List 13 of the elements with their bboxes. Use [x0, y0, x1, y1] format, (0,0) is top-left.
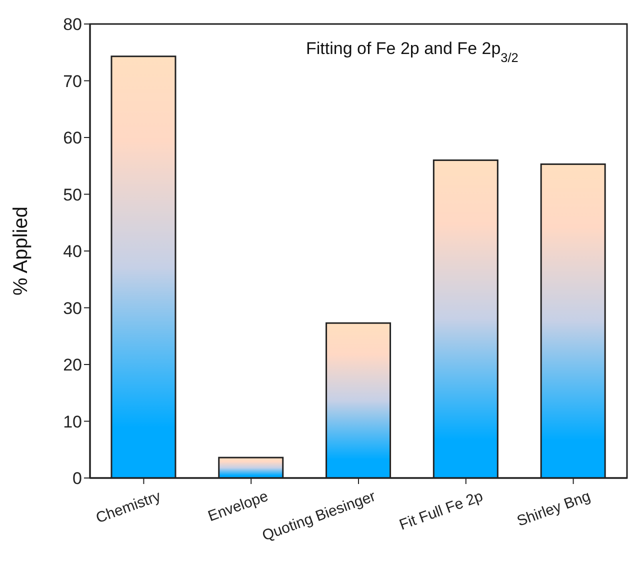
x-tick-label: Shirley Bng — [514, 488, 593, 530]
y-tick-label: 30 — [63, 298, 82, 318]
y-axis-title: % Applied — [10, 206, 32, 296]
y-tick-label: 80 — [63, 15, 82, 34]
y-tick-label: 70 — [63, 72, 82, 91]
x-tick-label: Fit Full Fe 2p — [397, 488, 486, 534]
y-tick-label: 40 — [63, 242, 82, 262]
y-tick-label: 20 — [63, 356, 82, 375]
y-tick-label: 60 — [63, 128, 82, 148]
text: Fitting of Fe 2p and Fe 2p$_{3/2}$ — [306, 39, 518, 64]
y-tick-label: 50 — [63, 185, 82, 204]
y-tick-label: 10 — [63, 412, 82, 432]
y-tick-label: 0 — [72, 469, 82, 488]
